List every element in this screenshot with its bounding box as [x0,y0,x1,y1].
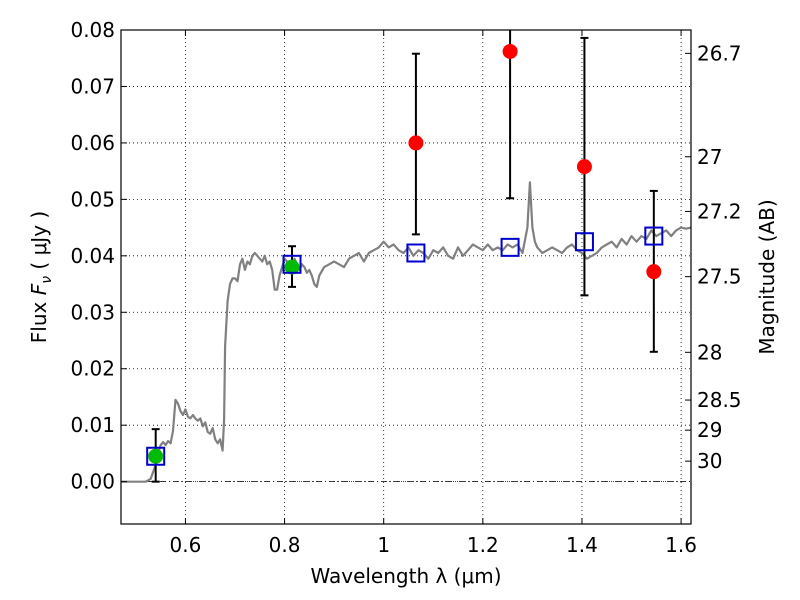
x-tick-label: 1.6 [665,533,697,557]
x-tick-label: 1.4 [566,533,598,557]
ticks-layer: 0.6 0.8 1 1.2 1.4 1.6 0.00 0.01 0.02 0.03 0.04 0.05… [70,18,741,557]
x-tick-label: 1.2 [467,533,499,557]
mag-tick-label: 27.2 [697,199,742,223]
x-tick-label: 1 [377,533,390,557]
model-photometry-layer [146,226,664,466]
mag-tick-label: 28.5 [697,388,742,412]
model-photometry-box [574,232,594,252]
mag-tick-label: 28 [697,340,722,364]
mag-tick-label: 29 [697,418,722,442]
model-photometry-box [644,226,664,246]
nondetection-point [646,264,662,280]
mag-tick-label: 27 [697,145,722,169]
nondetection-point [408,135,424,151]
y-tick-label: 0.03 [70,300,115,324]
detection-point [148,448,164,464]
y-tick-label: 0.01 [70,413,115,437]
y-axis-label: Flux Fν ( μJy ) [27,211,55,343]
mag-tick-label: 30 [697,449,722,473]
model-photometry-box [406,243,426,263]
detection-point [284,259,300,275]
y-tick-label: 0.08 [70,18,115,42]
model-photometry-box [500,237,520,257]
model-photometry-box [282,254,302,274]
y-tick-label: 0.04 [70,244,115,268]
plot-frame [120,29,692,525]
nondetection-point [502,43,518,59]
data-points-layer [148,43,662,464]
y-tick-label: 0.05 [70,187,115,211]
model-sed-layer [121,181,692,483]
mag-tick-label: 26.7 [697,41,742,65]
model-photometry-box [146,446,166,466]
x-tick-label: 0.6 [170,533,202,557]
mag-tick-label: 27.5 [697,265,742,289]
y-tick-label: 0.00 [70,470,115,494]
y-tick-label: 0.02 [70,357,115,381]
nondetection-point [576,159,592,175]
model-sed-line [121,181,692,483]
x-axis-label: Wavelength λ (μm) [310,564,501,588]
y-axis-label-right: Magnitude (AB) [755,199,779,354]
x-tick-label: 0.8 [269,533,301,557]
y-tick-label: 0.06 [70,131,115,155]
y-tick-label: 0.07 [70,74,115,98]
